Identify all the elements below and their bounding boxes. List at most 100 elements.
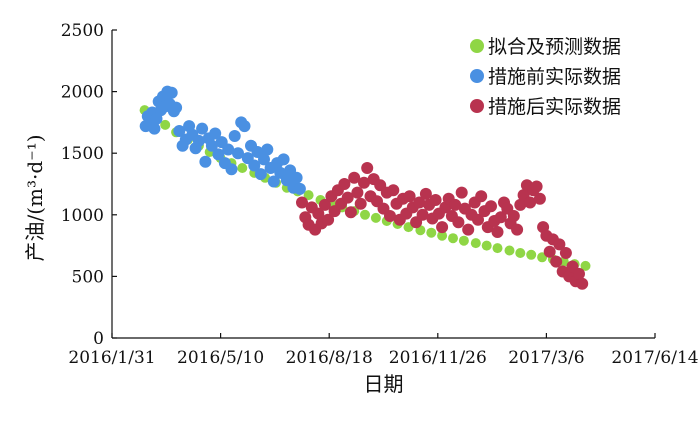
x-tick-label: 2016/8/18 <box>286 348 373 368</box>
data-point <box>455 186 468 199</box>
data-point <box>360 209 370 220</box>
data-point <box>277 153 290 166</box>
x-axis-title: 日期 <box>364 372 404 396</box>
data-point <box>173 125 186 137</box>
data-point <box>559 247 572 259</box>
data-point <box>170 101 183 114</box>
data-point <box>341 191 354 204</box>
data-point <box>296 196 308 209</box>
data-point <box>254 168 267 181</box>
data-point <box>553 238 566 251</box>
data-point <box>348 171 361 184</box>
legend-marker <box>470 99 484 113</box>
data-point <box>209 127 222 140</box>
data-point <box>576 277 589 290</box>
data-point <box>507 210 520 222</box>
data-point <box>491 226 504 238</box>
data-point <box>293 182 306 195</box>
data-point <box>530 180 543 193</box>
data-point <box>338 178 351 190</box>
data-point <box>199 155 212 168</box>
data-point <box>475 190 488 203</box>
data-point <box>573 267 585 280</box>
legend-label: 措施后实际数据 <box>488 96 621 118</box>
data-point <box>196 122 209 135</box>
series-2 <box>296 162 589 290</box>
data-point <box>160 119 171 130</box>
data-point <box>449 198 462 211</box>
data-point <box>452 216 465 229</box>
data-point <box>543 245 556 258</box>
x-tick-label: 2016/1/31 <box>68 348 155 368</box>
data-point <box>403 190 416 203</box>
legend-marker <box>470 39 484 53</box>
data-point <box>354 197 367 210</box>
data-point <box>458 235 469 246</box>
data-point <box>237 163 248 173</box>
y-tick-label: 1000 <box>61 206 104 226</box>
data-point <box>205 139 218 152</box>
data-point <box>165 86 178 99</box>
data-point <box>192 134 205 147</box>
data-point <box>384 210 396 222</box>
series-1 <box>139 85 306 195</box>
data-point <box>222 143 235 156</box>
data-point <box>322 213 335 226</box>
legend-marker <box>470 69 484 83</box>
data-point <box>511 223 524 236</box>
x-tick-label: 2017/3/6 <box>508 348 584 368</box>
x-tick-label: 2017/6/14 <box>611 348 698 368</box>
y-ticks: 0 500 1000 1500 2000 2500 <box>61 21 117 349</box>
legend-label: 拟合及预测数据 <box>488 36 621 58</box>
x-ticks: 2016/1/31 2016/5/10 2016/8/18 2016/11/26 201… <box>68 333 699 368</box>
data-point <box>462 223 475 236</box>
data-point <box>550 255 563 268</box>
data-point <box>351 186 364 199</box>
data-point <box>238 120 251 133</box>
data-point <box>387 184 400 197</box>
data-point <box>290 171 303 184</box>
plot-area <box>139 85 591 290</box>
data-point <box>504 245 515 256</box>
data-point <box>344 206 357 219</box>
data-point <box>148 122 161 135</box>
data-point <box>361 162 374 174</box>
data-point <box>248 159 261 172</box>
y-tick-label: 0 <box>93 329 104 349</box>
legend-label: 措施前实际数据 <box>488 66 621 88</box>
data-point <box>429 194 442 206</box>
x-tick-label: 2016/5/10 <box>177 348 264 368</box>
data-point <box>481 240 492 251</box>
data-point <box>228 130 241 142</box>
data-point <box>492 243 503 254</box>
y-tick-label: 2500 <box>61 21 104 41</box>
data-point <box>419 187 432 200</box>
data-point <box>370 212 381 223</box>
data-point <box>524 196 537 209</box>
data-point <box>437 230 448 241</box>
y-tick-label: 500 <box>72 267 104 287</box>
data-point <box>312 207 325 220</box>
data-point <box>485 200 497 213</box>
data-point <box>426 227 437 238</box>
data-point <box>267 175 280 188</box>
data-point <box>358 176 370 189</box>
data-point <box>225 163 238 176</box>
data-point <box>318 198 331 211</box>
data-point <box>472 213 484 226</box>
data-point <box>261 143 274 156</box>
y-tick-label: 1500 <box>61 144 104 164</box>
data-point <box>212 148 225 161</box>
data-point <box>436 221 449 234</box>
x-tick-label: 2016/11/26 <box>389 348 487 368</box>
data-point <box>580 260 591 271</box>
data-point <box>232 147 244 160</box>
data-point <box>533 192 546 205</box>
data-point <box>303 190 314 201</box>
data-point <box>258 153 270 166</box>
y-axis-title: 产油/(m³·d⁻¹) <box>23 134 47 261</box>
data-point <box>515 248 526 258</box>
data-point <box>413 196 426 209</box>
